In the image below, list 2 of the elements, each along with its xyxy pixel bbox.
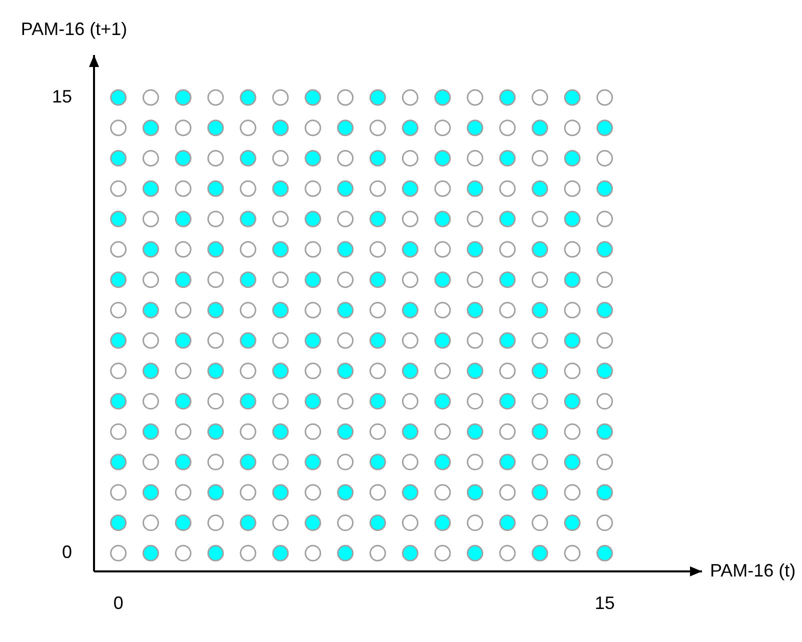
x-axis-title: PAM-16 (t) [710, 560, 796, 580]
y-axis-title: PAM-16 (t+1) [20, 18, 128, 39]
